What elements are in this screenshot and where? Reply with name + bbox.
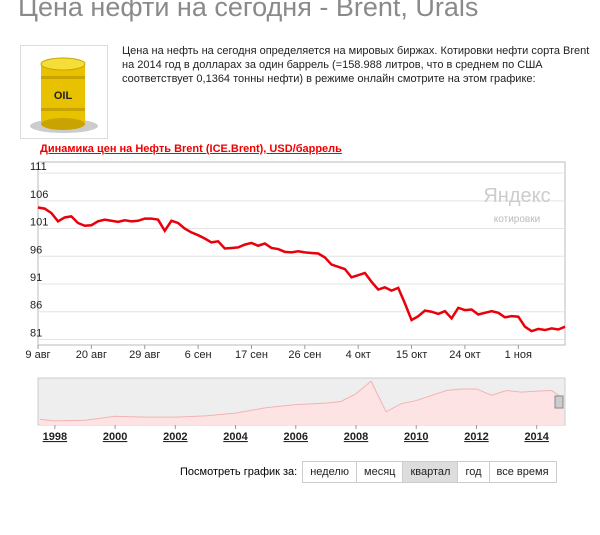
- period-button[interactable]: квартал: [402, 461, 459, 483]
- y-tick-label: 91: [30, 272, 42, 284]
- chart: 81 86 91 96 101 106 111 Яндекс котировки 9 авг 20 …: [25, 161, 566, 443]
- x-tick-label: 20 авг: [76, 349, 107, 361]
- x-tick-label: 1 ноя: [505, 349, 532, 361]
- image-label: OIL: [54, 90, 73, 102]
- watermark-subtitle: котировки: [494, 214, 540, 225]
- x-tick-label: 29 авг: [129, 349, 160, 361]
- x-tick-label: 2012: [464, 431, 488, 443]
- period-controls: Посмотреть график за: неделю месяц квартал г…: [180, 461, 557, 483]
- period-button[interactable]: неделю: [302, 461, 358, 483]
- x-tick-label: 2002: [163, 431, 187, 443]
- navigator-handle[interactable]: [554, 395, 564, 409]
- y-tick-label: 81: [30, 327, 42, 339]
- watermark-title: Яндекс: [483, 185, 550, 207]
- x-tick-label: 4 окт: [346, 349, 371, 361]
- x-tick-label: 1998: [43, 431, 67, 443]
- y-tick-label: 101: [30, 217, 48, 229]
- page-title: Цена нефти на сегодня - Brent, Urals: [18, 0, 479, 22]
- x-tick-label: 9 авг: [25, 349, 50, 361]
- x-tick-label: 2014: [524, 431, 549, 443]
- y-tick-label: 111: [30, 161, 47, 173]
- oil-image: OIL: [20, 45, 108, 139]
- y-tick-label: 96: [30, 244, 42, 256]
- y-tick-label: 106: [30, 189, 48, 201]
- x-tick-label: 2000: [103, 431, 127, 443]
- period-label: Посмотреть график за:: [180, 466, 298, 478]
- x-tick-label: 2004: [223, 431, 248, 443]
- x-tick-label: 17 сен: [235, 349, 268, 361]
- price-line: [37, 206, 566, 333]
- period-button[interactable]: месяц: [356, 461, 404, 483]
- x-tick-label: 2008: [344, 431, 368, 443]
- navigator-fill: [39, 381, 564, 425]
- period-button[interactable]: все время: [488, 461, 557, 483]
- intro-text: Цена на нефть на сегодня определяется на…: [122, 45, 590, 85]
- x-tick-label: 2010: [404, 431, 428, 443]
- x-tick-label: 15 окт: [396, 349, 427, 361]
- x-tick-label: 24 окт: [449, 349, 480, 361]
- y-tick-label: 86: [30, 300, 42, 312]
- period-button[interactable]: год: [457, 461, 490, 483]
- navigator-line: [39, 380, 565, 422]
- x-tick-label: 26 сен: [288, 349, 321, 361]
- chart-title[interactable]: Динамика цен на Нефть Brent (ICE.Brent),…: [40, 143, 342, 155]
- x-tick-label: 2006: [284, 431, 308, 443]
- x-tick-label: 6 сен: [185, 349, 212, 361]
